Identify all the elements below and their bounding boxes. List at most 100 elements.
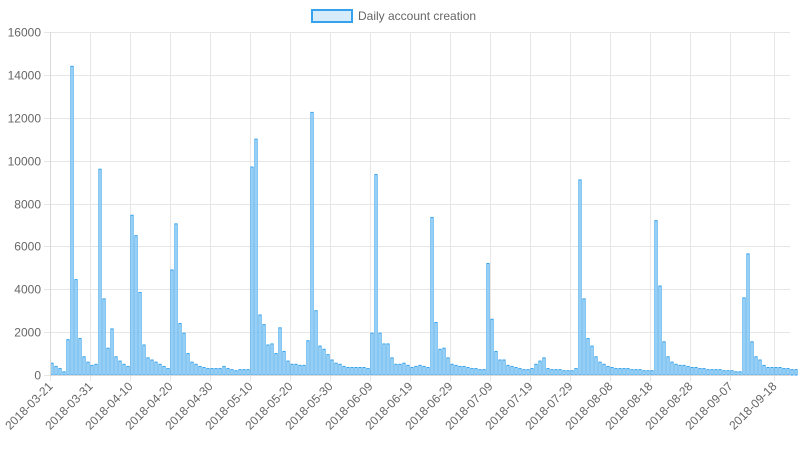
bar[interactable] (554, 369, 558, 376)
bar[interactable] (754, 356, 758, 376)
bar[interactable] (594, 356, 598, 376)
bar[interactable] (186, 353, 190, 376)
bar[interactable] (706, 369, 710, 376)
bar[interactable] (458, 365, 462, 376)
bar[interactable] (738, 371, 742, 376)
bar[interactable] (126, 365, 130, 376)
bar[interactable] (370, 332, 374, 376)
bar[interactable] (778, 367, 782, 376)
bar[interactable] (406, 364, 410, 376)
bar[interactable] (178, 323, 182, 376)
bar[interactable] (110, 328, 114, 376)
bar[interactable] (78, 338, 82, 376)
bar[interactable] (646, 370, 650, 376)
bar[interactable] (614, 368, 618, 376)
bar[interactable] (142, 344, 146, 376)
bar[interactable] (518, 368, 522, 376)
bar[interactable] (246, 369, 250, 376)
bar[interactable] (722, 370, 726, 376)
bar[interactable] (610, 367, 614, 376)
bar[interactable] (442, 347, 446, 376)
bar[interactable] (574, 368, 578, 376)
bar[interactable] (434, 321, 438, 376)
bar[interactable] (198, 365, 202, 376)
bar[interactable] (282, 350, 286, 376)
bar[interactable] (106, 347, 110, 376)
bar[interactable] (590, 345, 594, 376)
bar[interactable] (690, 367, 694, 376)
bar[interactable] (762, 364, 766, 376)
bar[interactable] (350, 367, 354, 376)
bar[interactable] (478, 369, 482, 376)
bar[interactable] (234, 370, 238, 376)
bar[interactable] (638, 369, 642, 376)
bar[interactable] (734, 371, 738, 376)
bar[interactable] (698, 368, 702, 376)
bar[interactable] (678, 364, 682, 376)
bar[interactable] (786, 368, 790, 376)
bar[interactable] (86, 361, 90, 376)
bar[interactable] (258, 314, 262, 376)
bar[interactable] (114, 356, 118, 376)
bar[interactable] (498, 359, 502, 376)
bar[interactable] (726, 370, 730, 376)
bar[interactable] (598, 361, 602, 376)
bar[interactable] (414, 365, 418, 376)
bar[interactable] (686, 365, 690, 376)
bar[interactable] (254, 138, 258, 376)
bar[interactable] (158, 363, 162, 376)
bar[interactable] (618, 368, 622, 376)
bar[interactable] (382, 343, 386, 376)
bar[interactable] (82, 356, 86, 376)
bar[interactable] (62, 371, 66, 376)
bar[interactable] (466, 367, 470, 376)
bar[interactable] (262, 324, 266, 376)
bar[interactable] (586, 338, 590, 376)
bar[interactable] (558, 369, 562, 376)
bar[interactable] (326, 354, 330, 376)
bar[interactable] (470, 368, 474, 376)
bar[interactable] (742, 297, 746, 376)
bar[interactable] (490, 318, 494, 376)
bar[interactable] (682, 364, 686, 376)
bar[interactable] (666, 356, 670, 376)
bar[interactable] (566, 370, 570, 376)
bar[interactable] (746, 253, 750, 376)
bar[interactable] (318, 345, 322, 376)
bar[interactable] (342, 365, 346, 376)
bar[interactable] (66, 339, 70, 376)
bar[interactable] (118, 360, 122, 376)
bar[interactable] (134, 235, 138, 376)
bar[interactable] (718, 369, 722, 376)
bar[interactable] (298, 364, 302, 376)
bar[interactable] (206, 368, 210, 376)
bar[interactable] (238, 369, 242, 376)
bar[interactable] (562, 370, 566, 376)
bar[interactable] (758, 359, 762, 376)
bar[interactable] (790, 369, 794, 376)
bar[interactable] (226, 368, 230, 376)
bar[interactable] (710, 369, 714, 376)
bar[interactable] (222, 365, 226, 376)
bar[interactable] (154, 361, 158, 376)
bar[interactable] (330, 359, 334, 376)
bar[interactable] (302, 364, 306, 376)
bar[interactable] (438, 348, 442, 376)
bar[interactable] (454, 364, 458, 376)
bar[interactable] (602, 363, 606, 376)
bar[interactable] (338, 363, 342, 376)
bar[interactable] (730, 370, 734, 376)
bar[interactable] (670, 361, 674, 376)
bar[interactable] (230, 369, 234, 376)
bar[interactable] (426, 367, 430, 376)
bar[interactable] (770, 367, 774, 376)
bar[interactable] (398, 363, 402, 376)
bar[interactable] (446, 357, 450, 376)
bar[interactable] (546, 368, 550, 376)
bar[interactable] (150, 359, 154, 376)
bar[interactable] (582, 298, 586, 376)
bar[interactable] (194, 363, 198, 376)
bar[interactable] (214, 368, 218, 376)
bar[interactable] (642, 370, 646, 376)
bar[interactable] (510, 365, 514, 376)
